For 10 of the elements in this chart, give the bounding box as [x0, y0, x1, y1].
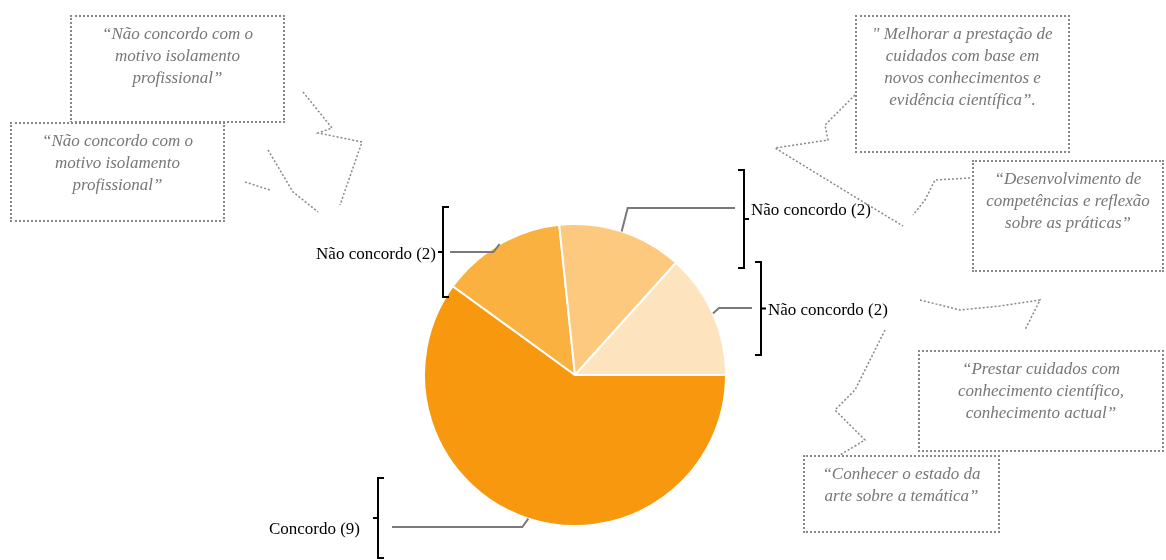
slice-label: Não concordo (2) — [768, 300, 888, 320]
text: “Conhecer o estado da arte sobre a temática” — [803, 455, 1000, 533]
text: “Prestar cuidados com conhecimento científico, conhecimento actual” — [918, 350, 1164, 452]
slice-label: Concordo (9) — [268, 519, 360, 539]
slice-label: Não concordo (2) — [751, 200, 871, 220]
slice-label: Não concordo (2) — [316, 244, 436, 264]
text: “Não concordo com o motivo isolamento profissional” — [70, 15, 285, 123]
text: “Não concordo com o motivo isolamento profissional” — [10, 122, 225, 222]
text: " Melhorar a prestação de cuidados com base em novos conhecimentos e evidência científica”. — [855, 15, 1070, 153]
text: “Desenvolvimento de competências e reflexão sobre as práticas” — [972, 160, 1164, 272]
